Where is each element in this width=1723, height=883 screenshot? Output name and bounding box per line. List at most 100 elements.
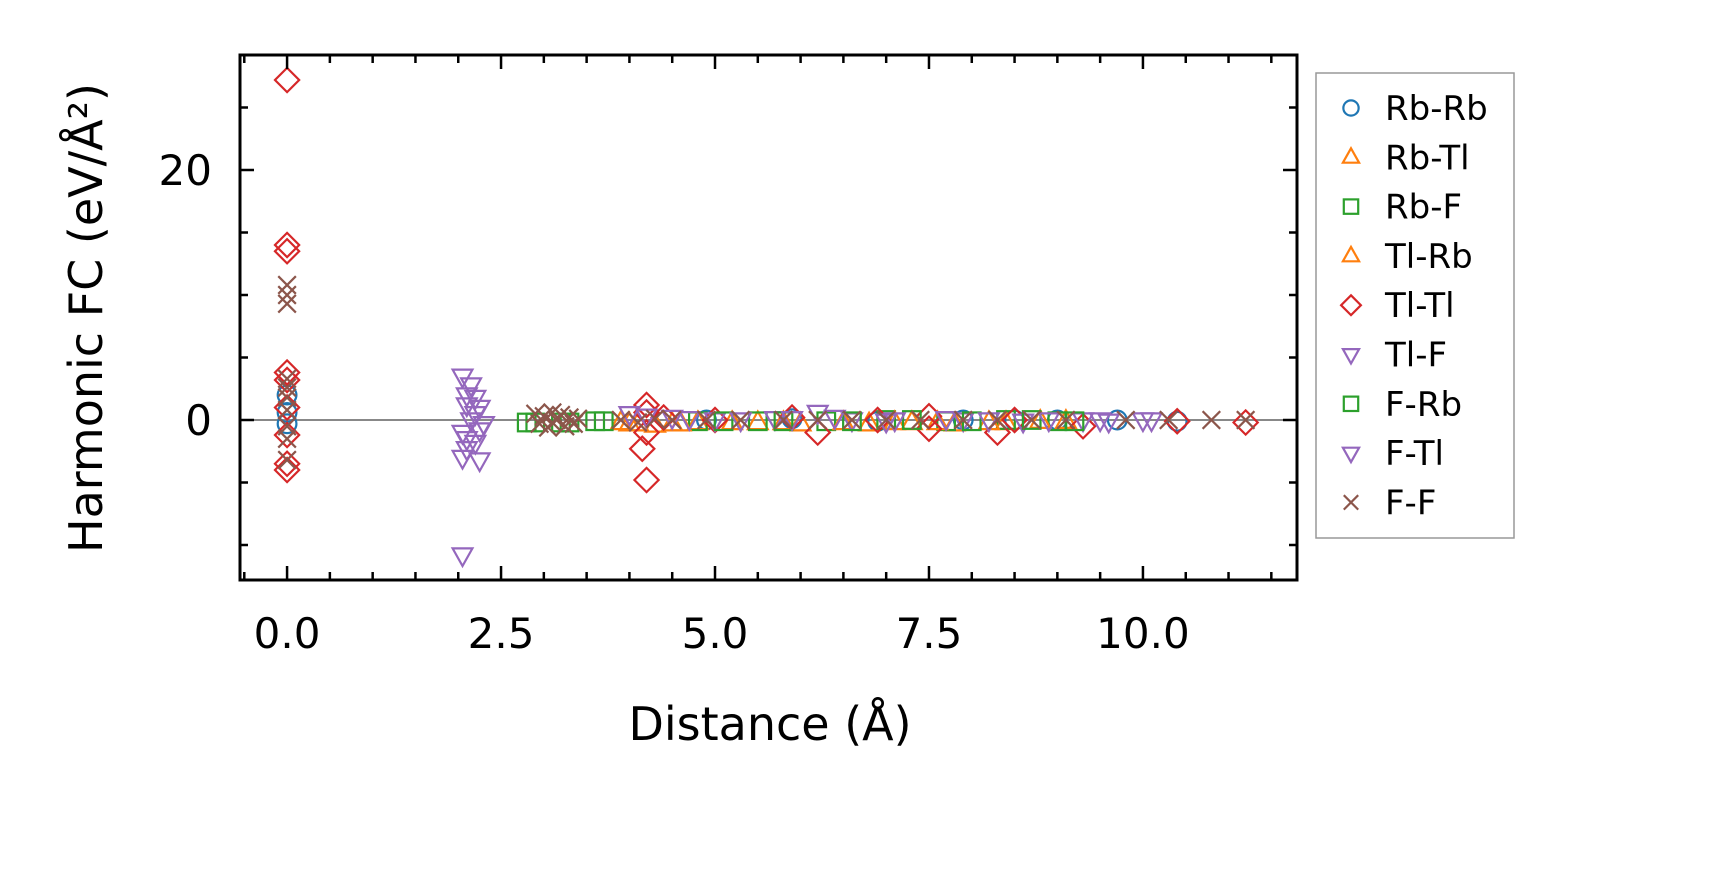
data-point	[593, 411, 614, 432]
x-tick-label: 0.0	[254, 609, 321, 658]
legend: Rb-Rb Rb-Tl Rb-F Tl-Rb Tl-Tl Tl-F F-Rb F-Tl F-F	[1315, 72, 1515, 539]
legend-entry: Rb-F	[1342, 188, 1462, 228]
legend-marker	[1342, 99, 1360, 117]
data-point	[273, 237, 301, 265]
data-point	[277, 285, 297, 305]
plot-frame	[238, 53, 1299, 582]
data-point	[1088, 412, 1112, 434]
legend-marker	[1341, 446, 1361, 465]
legend-entry: Tl-Rb	[1341, 237, 1473, 277]
data-point	[455, 431, 479, 452]
data-point	[1116, 410, 1136, 430]
legend-entry: Rb-Tl	[1341, 138, 1470, 178]
data-point	[857, 410, 881, 432]
legend-label: Rb-Rb	[1385, 89, 1488, 129]
data-point	[1037, 412, 1061, 434]
data-point	[277, 275, 297, 295]
y-axis-label: Harmonic FC (eV/Å²)	[59, 83, 113, 553]
data-point	[645, 409, 665, 429]
legend-label: Tl-Tl	[1384, 286, 1455, 326]
data-point	[677, 411, 702, 432]
data-point	[1021, 410, 1042, 430]
legend-marker	[1341, 348, 1361, 366]
y-tick-label: 20	[159, 146, 212, 195]
data-point	[273, 366, 301, 394]
data-point	[273, 231, 301, 259]
legend-label: F-F	[1385, 483, 1436, 523]
data-point	[277, 369, 297, 389]
data-point	[277, 294, 297, 314]
legend-marker	[1343, 494, 1359, 511]
data-point	[1131, 412, 1155, 434]
data-points	[273, 66, 1260, 569]
data-point	[459, 377, 483, 399]
legend-label: Rb-F	[1385, 188, 1462, 228]
data-point	[632, 418, 661, 447]
data-point	[731, 410, 751, 430]
data-point	[450, 449, 475, 471]
data-point	[1022, 410, 1042, 430]
data-point	[728, 412, 753, 434]
data-point	[611, 410, 631, 430]
data-point	[660, 409, 684, 431]
data-point	[953, 410, 973, 430]
legend-entry: Rb-Rb	[1342, 89, 1488, 129]
data-point	[455, 387, 479, 409]
data-point	[273, 66, 301, 94]
legend-marker	[1342, 395, 1360, 413]
data-point	[1201, 410, 1221, 430]
data-point	[696, 410, 717, 430]
data-point	[277, 400, 297, 420]
data-point	[276, 413, 298, 435]
axis-tick-labels: 0.0 2.5 5.0 7.5 10.0 0 20	[159, 146, 1190, 658]
data-point	[1069, 412, 1097, 440]
x-tick-label: 10.0	[1096, 609, 1190, 658]
data-point	[1163, 407, 1191, 435]
x-tick-label: 2.5	[468, 609, 535, 658]
legend-label: Tl-F	[1384, 336, 1447, 376]
legend-label: Tl-Rb	[1384, 237, 1473, 277]
legend-label: F-Tl	[1385, 434, 1444, 474]
data-point	[467, 399, 492, 421]
legend-entry: F-Rb	[1342, 385, 1462, 425]
legend-label: F-Rb	[1385, 385, 1462, 425]
legend-entry: F-F	[1343, 483, 1436, 523]
data-point	[273, 358, 301, 387]
data-point	[842, 410, 862, 430]
data-point	[632, 466, 661, 494]
legend-entry: F-Tl	[1341, 434, 1444, 474]
axis-ticks	[240, 55, 1297, 580]
data-point	[910, 410, 930, 430]
data-point	[773, 410, 794, 430]
data-point	[1231, 408, 1260, 437]
data-point	[842, 411, 862, 432]
legend-marker	[1341, 146, 1361, 164]
legend-marker	[1339, 293, 1363, 317]
data-point	[1056, 410, 1076, 430]
data-point	[277, 429, 297, 449]
data-point	[876, 410, 896, 430]
data-point	[273, 456, 301, 484]
data-point	[1159, 410, 1179, 430]
data-point	[662, 410, 682, 430]
data-point	[277, 377, 297, 398]
legend-label: Rb-Tl	[1385, 138, 1470, 178]
data-point	[650, 403, 678, 432]
y-tick-label: 0	[185, 396, 212, 445]
legend-marker	[1342, 198, 1360, 215]
data-point	[823, 409, 847, 431]
data-point	[1236, 410, 1256, 430]
legend-entry: Tl-F	[1341, 336, 1447, 376]
data-point	[467, 452, 492, 474]
legend-marker	[1341, 244, 1361, 263]
legend-entry: Tl-Tl	[1339, 286, 1455, 326]
data-point	[747, 411, 768, 432]
data-point	[808, 410, 828, 430]
data-point	[568, 409, 588, 429]
series-tl-f	[450, 368, 1164, 569]
data-point	[628, 435, 656, 463]
data-point	[472, 416, 496, 437]
x-tick-label: 5.0	[682, 609, 749, 658]
x-tick-label: 7.5	[896, 609, 963, 658]
